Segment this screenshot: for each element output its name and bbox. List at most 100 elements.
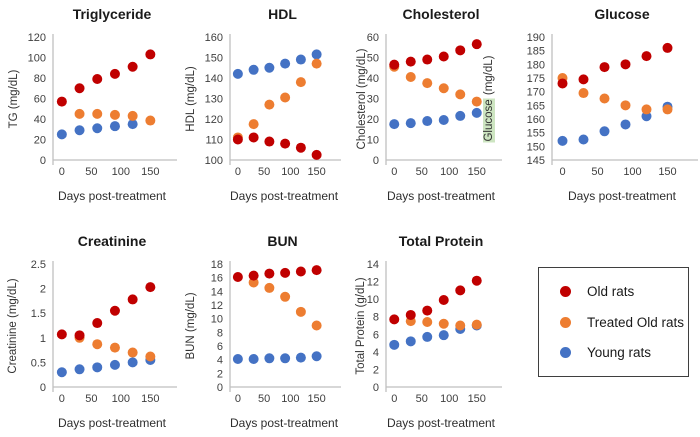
x-tick-label: 50 xyxy=(85,166,97,178)
y-tick-label: 12 xyxy=(211,300,223,312)
data-point-young xyxy=(264,62,275,73)
chart-hdl: HDL HDL (mg/dL) 100 110 120 130 140 150 160 0 50… xyxy=(183,2,347,212)
y-tick-label: 18 xyxy=(211,259,223,271)
chart-title: Total Protein xyxy=(398,233,484,249)
data-point-young xyxy=(557,135,568,146)
data-point-old xyxy=(438,51,449,62)
chart-title: Creatinine xyxy=(77,233,147,249)
data-point-young xyxy=(232,68,243,79)
x-tick-label: 0 xyxy=(235,166,241,178)
chart-title: Cholesterol xyxy=(402,6,480,22)
data-point-young xyxy=(641,111,652,122)
x-tick-label: 50 xyxy=(85,393,97,405)
data-point-young xyxy=(578,134,589,145)
data-point-old xyxy=(295,266,306,277)
plot-area: 0 0.5 1 1.5 2 2.5 0 50 100 150 xyxy=(31,259,177,405)
data-point-young xyxy=(422,116,433,127)
chart-creatinine: Creatinine Creatinine (mg/dL) 0 0.5 1 1.5 2 2… xyxy=(1,229,181,437)
y-tick-label: 2 xyxy=(373,364,379,376)
chart-triglyceride: Triglyceride TG (mg/dL) 0 20 40 60 80 100 120 0… xyxy=(1,2,181,212)
data-point-young xyxy=(455,110,466,121)
data-point-old xyxy=(74,330,85,341)
y-tick-label: 150 xyxy=(527,141,545,153)
x-tick-label: 150 xyxy=(307,166,325,178)
data-point-young xyxy=(109,359,120,370)
data-point-young xyxy=(422,331,433,342)
x-tick-label: 0 xyxy=(391,393,397,405)
x-tick-label: 0 xyxy=(559,166,565,178)
data-point-young xyxy=(311,351,322,362)
y-tick-label: 1.5 xyxy=(31,308,46,320)
x-tick-label: 0 xyxy=(59,393,65,405)
data-point-old xyxy=(578,74,589,85)
x-tick-label: 50 xyxy=(591,166,603,178)
x-tick-label: 100 xyxy=(281,393,299,405)
y-tick-label: 10 xyxy=(211,314,223,326)
data-point-old xyxy=(248,270,259,281)
y-tick-label: 150 xyxy=(205,53,223,65)
data-point-young xyxy=(438,115,449,126)
data-point-treated xyxy=(455,320,466,331)
chart-glucose: Glucose Glucose (mg/dL) 145 150 155 160 165 1… xyxy=(470,2,700,212)
old-series-dot-icon xyxy=(560,285,571,297)
data-point-young xyxy=(127,119,138,130)
y-tick-label: 185 xyxy=(527,46,545,58)
data-point-treated xyxy=(471,96,482,107)
data-point-young xyxy=(248,353,259,364)
data-point-old xyxy=(311,265,322,276)
data-point-young xyxy=(92,362,103,373)
x-tick-label: 0 xyxy=(59,166,65,178)
data-point-old xyxy=(471,275,482,286)
data-point-old xyxy=(92,74,103,85)
x-axis-label: Days post-treatment xyxy=(57,416,167,430)
data-point-treated xyxy=(438,318,449,329)
data-point-old xyxy=(127,61,138,72)
treated-series-dot-icon xyxy=(560,316,571,328)
data-point-young xyxy=(311,49,322,60)
y-tick-label: 120 xyxy=(205,114,223,126)
data-point-young xyxy=(232,353,243,364)
data-point-old xyxy=(280,267,291,278)
chart-bun: BUN BUN (mg/dL) 0 2 4 6 8 10 12 14 16 18 0 50 100 150… xyxy=(183,229,347,437)
x-tick-label: 100 xyxy=(112,393,130,405)
young-series-dot-icon xyxy=(560,347,571,359)
y-tick-label: 110 xyxy=(205,135,223,147)
data-point-old xyxy=(145,282,156,293)
data-point-young xyxy=(405,118,416,129)
plot-area: 0 2 4 6 8 10 12 14 0 50 100 150 xyxy=(367,259,502,405)
data-point-old xyxy=(599,62,610,73)
data-point-young xyxy=(74,125,85,136)
data-point-treated xyxy=(578,88,589,99)
chart-cholesterol: Cholesterol Cholesterol (mg/dL) 0 10 20 30 4… xyxy=(350,2,502,212)
data-point-old xyxy=(311,149,322,160)
data-point-treated xyxy=(92,108,103,119)
x-axis-label: Days post-treatment xyxy=(230,189,339,203)
y-tick-label: 60 xyxy=(34,94,46,106)
data-point-young xyxy=(92,123,103,134)
x-axis-label: Days post-treatment xyxy=(230,416,339,430)
x-tick-label: 150 xyxy=(658,166,676,178)
y-tick-label: 0 xyxy=(373,155,379,167)
data-point-old xyxy=(662,42,673,53)
data-point-old xyxy=(56,329,67,340)
data-point-old xyxy=(109,68,120,79)
x-tick-label: 100 xyxy=(281,166,299,178)
chart-title: BUN xyxy=(267,233,298,249)
data-point-old xyxy=(405,309,416,320)
plot-area: 0 10 20 30 40 50 60 0 50 100 150 xyxy=(367,32,502,178)
data-point-old xyxy=(232,271,243,282)
data-point-treated xyxy=(127,110,138,121)
data-point-young xyxy=(74,364,85,375)
y-tick-label: 0 xyxy=(217,382,223,394)
data-point-treated xyxy=(641,104,652,115)
y-tick-label: 20 xyxy=(34,135,46,147)
y-tick-label: 20 xyxy=(367,114,379,126)
y-tick-label: 2.5 xyxy=(31,259,46,271)
data-point-old xyxy=(389,314,400,325)
y-tick-label: 130 xyxy=(205,94,223,106)
y-tick-label: 10 xyxy=(367,294,379,306)
data-point-young xyxy=(264,353,275,364)
